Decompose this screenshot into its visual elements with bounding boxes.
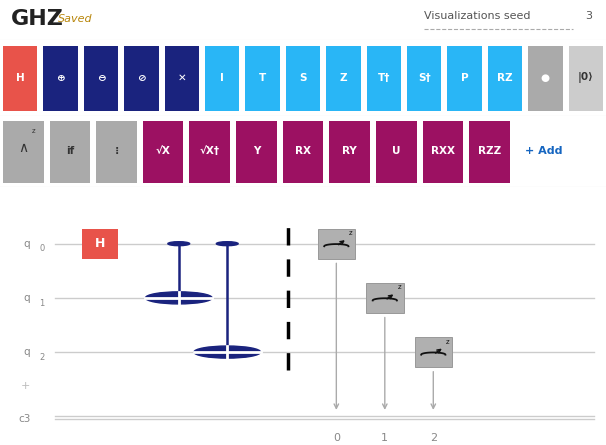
Ellipse shape [216, 242, 238, 246]
Ellipse shape [145, 292, 212, 304]
Text: Y: Y [253, 146, 260, 156]
FancyBboxPatch shape [205, 46, 239, 111]
Text: 0: 0 [39, 244, 45, 253]
Text: RZ: RZ [497, 73, 513, 83]
Text: 1: 1 [39, 299, 45, 307]
FancyBboxPatch shape [326, 46, 361, 111]
Text: if: if [66, 146, 74, 156]
Text: q: q [24, 347, 30, 357]
Text: √X: √X [156, 146, 171, 156]
FancyBboxPatch shape [415, 337, 452, 367]
Text: ∧: ∧ [18, 141, 28, 155]
Text: U: U [392, 146, 401, 156]
FancyBboxPatch shape [165, 46, 199, 111]
Text: 2: 2 [39, 353, 45, 362]
FancyBboxPatch shape [84, 46, 118, 111]
FancyBboxPatch shape [190, 121, 230, 182]
Text: +: + [21, 380, 30, 391]
Ellipse shape [194, 346, 261, 358]
Text: c3: c3 [18, 414, 30, 424]
Text: z: z [349, 230, 353, 236]
Text: RXX: RXX [431, 146, 455, 156]
Text: ⋮: ⋮ [112, 146, 122, 156]
FancyBboxPatch shape [568, 46, 603, 111]
FancyBboxPatch shape [318, 229, 355, 259]
Text: H: H [16, 73, 25, 83]
FancyBboxPatch shape [143, 121, 184, 182]
FancyBboxPatch shape [367, 46, 401, 111]
Text: H: H [95, 237, 105, 250]
Text: q: q [24, 293, 30, 303]
FancyBboxPatch shape [3, 121, 44, 182]
Text: ⊕: ⊕ [56, 73, 65, 83]
FancyBboxPatch shape [283, 121, 323, 182]
Text: 1: 1 [381, 433, 388, 443]
FancyBboxPatch shape [488, 46, 522, 111]
FancyBboxPatch shape [3, 46, 38, 111]
Text: ●: ● [541, 73, 550, 83]
FancyBboxPatch shape [329, 121, 370, 182]
Text: RY: RY [342, 146, 357, 156]
Text: 3: 3 [585, 11, 592, 21]
Text: 2: 2 [430, 433, 437, 443]
Text: T†: T† [378, 73, 390, 83]
FancyBboxPatch shape [366, 283, 404, 313]
Text: RZZ: RZZ [478, 146, 501, 156]
FancyBboxPatch shape [528, 46, 562, 111]
FancyBboxPatch shape [286, 46, 320, 111]
Text: ✕: ✕ [178, 73, 186, 83]
FancyBboxPatch shape [82, 229, 118, 259]
FancyBboxPatch shape [407, 46, 441, 111]
FancyBboxPatch shape [236, 121, 277, 182]
Text: z: z [446, 339, 450, 344]
Ellipse shape [168, 242, 190, 246]
FancyBboxPatch shape [447, 46, 482, 111]
Text: + Add: + Add [525, 146, 562, 156]
Text: Z: Z [339, 73, 347, 83]
Text: q: q [24, 239, 30, 249]
Text: RX: RX [295, 146, 311, 156]
Text: 0: 0 [333, 433, 340, 443]
Text: z: z [32, 128, 35, 134]
FancyBboxPatch shape [124, 46, 159, 111]
Text: ⊘: ⊘ [137, 73, 146, 83]
FancyBboxPatch shape [422, 121, 463, 182]
Text: √X†: √X† [200, 146, 220, 156]
Text: T: T [259, 73, 266, 83]
FancyBboxPatch shape [50, 121, 90, 182]
Text: Visualizations seed: Visualizations seed [424, 11, 531, 21]
Text: I: I [220, 73, 224, 83]
FancyBboxPatch shape [245, 46, 280, 111]
Text: S: S [299, 73, 307, 83]
FancyBboxPatch shape [469, 121, 510, 182]
FancyBboxPatch shape [96, 121, 137, 182]
Text: ⊖: ⊖ [96, 73, 105, 83]
Text: GHZ: GHZ [11, 9, 64, 29]
Text: |0⟩: |0⟩ [578, 73, 594, 83]
FancyBboxPatch shape [44, 46, 78, 111]
FancyBboxPatch shape [376, 121, 416, 182]
Text: S†: S† [418, 73, 430, 83]
Text: Saved: Saved [58, 14, 92, 24]
Text: z: z [398, 284, 401, 290]
Text: P: P [461, 73, 468, 83]
